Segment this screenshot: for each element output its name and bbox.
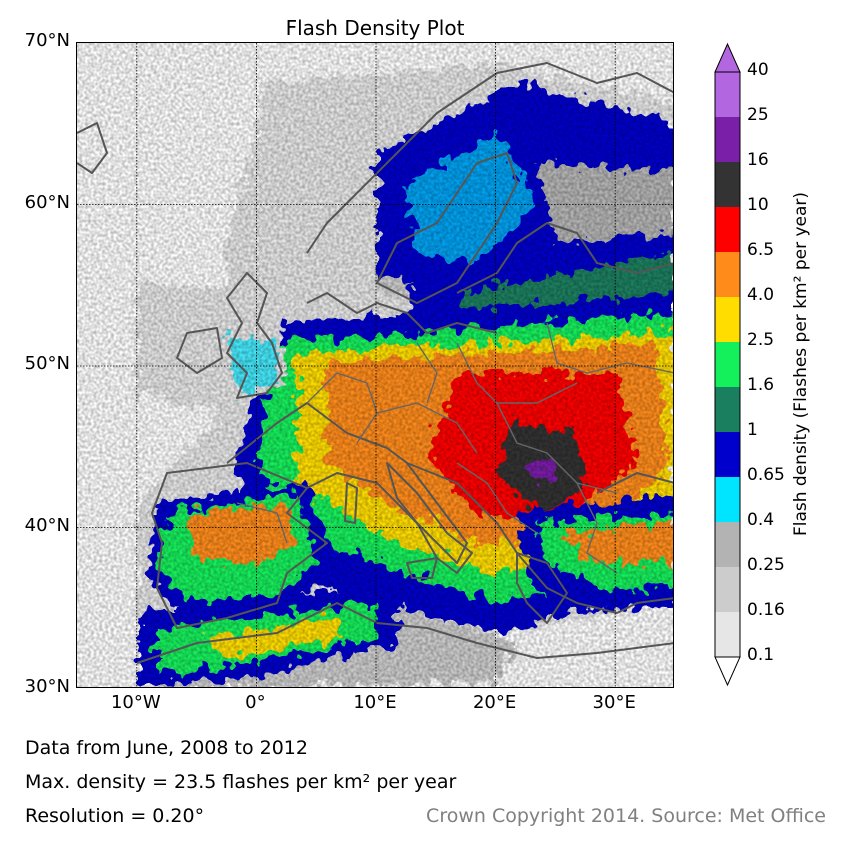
colorbar-segment [715,477,740,523]
colorbar-extend-max [714,42,741,73]
colorbar-tick-label: 0.4 [747,510,775,530]
colorbar-segment [715,387,740,433]
country-borders [236,322,673,574]
coast-italy-boot [386,462,473,574]
colorbar-segment [715,522,740,568]
coast-black-sea [596,472,673,494]
colorbar-tick-label: 16 [747,150,769,170]
coast-sicily [406,557,438,579]
colorbar-tick-label: 25 [747,105,769,125]
colorbar-tick-label: 6.5 [747,240,775,260]
coast-balkans [406,462,673,614]
coast-baltic [456,222,673,294]
colorbar-segment [715,117,740,163]
gridlines [77,43,673,687]
footer-resolution: Resolution = 0.20° [25,805,205,827]
coast-france-italy [226,402,468,564]
lon-tick-label: 20°E [472,692,517,713]
coast-ireland [176,327,223,374]
lon-tick-label: 10°W [110,692,161,713]
colorbar-tick-label: 0.16 [747,600,785,620]
coast-sweden [376,152,518,304]
coastlines [77,62,673,664]
colorbar-segment [715,567,740,613]
colorbar-frame [714,71,741,658]
colorbar-segment [715,612,740,658]
footer-copyright: Crown Copyright 2014. Source: Met Office [426,805,826,827]
colorbar-tick-label: 0.1 [747,645,775,665]
coast-scandinavia [306,62,673,254]
colorbar-segment [715,252,740,298]
colorbar-tick-label: 10 [747,195,769,215]
lat-tick-label: 50°N [24,353,70,374]
coast-north-africa [136,602,673,664]
coast-north-sea [306,292,498,334]
colorbar-extend-min [714,656,741,687]
colorbar-tick-label: 40 [747,60,769,80]
colorbar-title: Flash density (Flashes per km² per year) [791,191,811,537]
colorbar-tick-label: 1 [747,420,758,440]
lat-tick-label: 30°N [24,676,70,697]
lon-tick-label: 10°E [353,692,397,713]
map-title: Flash Density Plot [285,16,465,40]
flash-density-map [77,43,673,687]
footer-date-range: Data from June, 2008 to 2012 [25,737,308,759]
colorbar-tick-label: 0.65 [747,465,785,485]
lat-tick-label: 60°N [24,191,70,213]
colorbar-segment [715,432,740,478]
coast-great-britain [226,272,283,399]
colorbar-segment [715,342,740,388]
colorbar-tick-label: 2.5 [747,330,775,350]
coast-iceland-edge [77,122,108,174]
lat-tick-label: 40°N [24,514,70,536]
lon-tick-label: 0° [245,692,266,713]
colorbar-tick-label: 0.25 [747,555,785,575]
lon-tick-label: 30°E [592,692,636,713]
colorbar-segment [715,162,740,208]
colorbar-segment [715,207,740,253]
colorbar-segment [715,72,740,118]
colorbar-tick-label: 4.0 [747,285,775,305]
colorbar-segment [715,297,740,343]
footer-max-density: Max. density = 23.5 flashes per km² per … [25,771,457,793]
map-panel [76,42,674,688]
lat-tick-label: 70°N [24,30,70,51]
coast-greece [516,552,568,624]
coast-corsica-sardinia [344,482,358,524]
pixel-texture [77,43,673,687]
colorbar-tick-label: 1.6 [747,375,775,395]
